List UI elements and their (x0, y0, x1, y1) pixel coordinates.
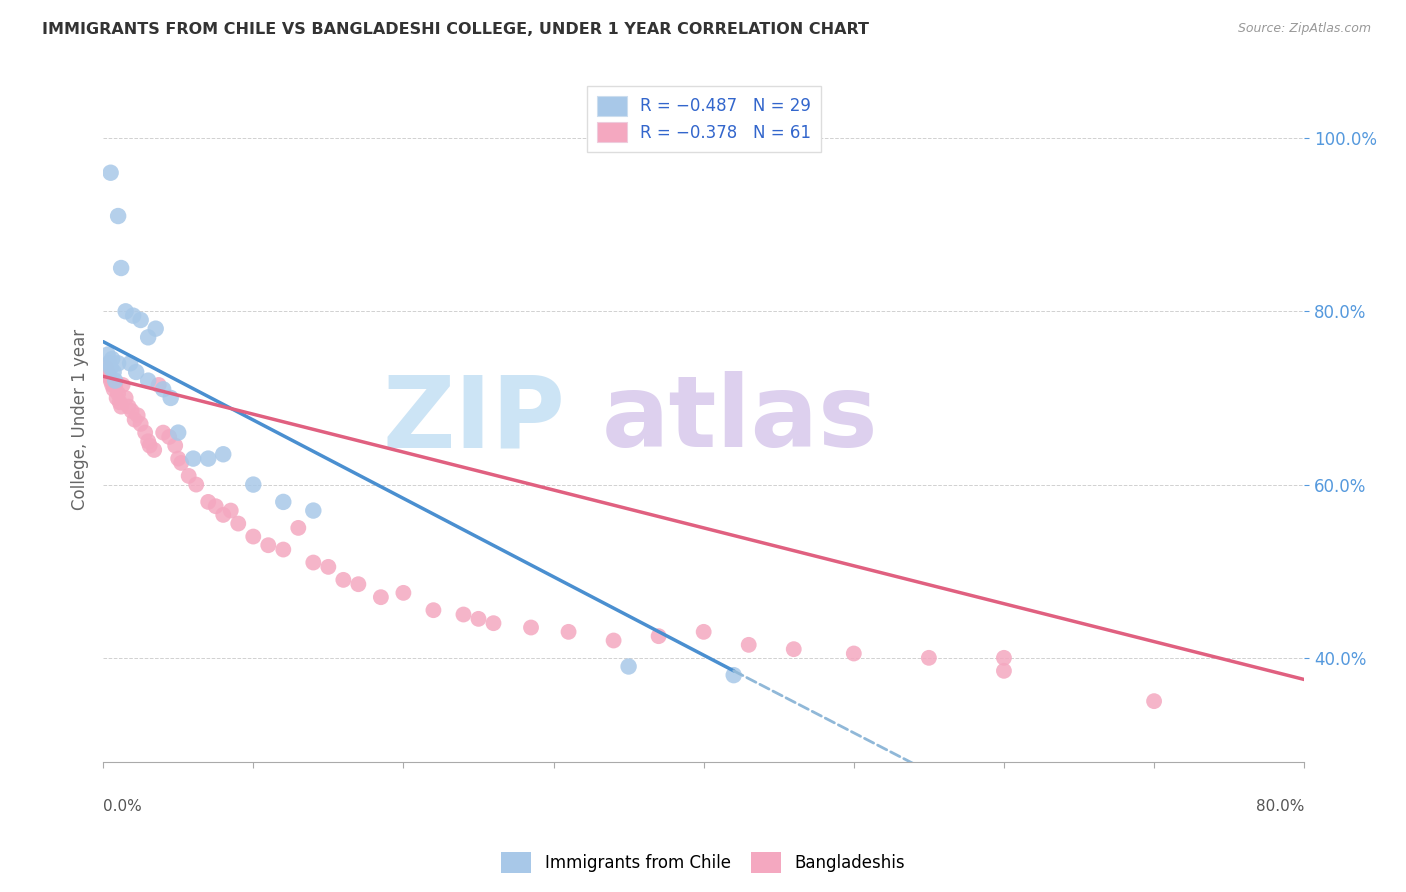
Point (97, 365, 120, 379)
Point (467, 612, 489, 626)
Point (145, 321, 167, 335)
Point (271, 495, 294, 509)
Point (124, 412, 146, 426)
Point (197, 495, 219, 509)
Point (783, 642, 806, 657)
Point (103, 382, 125, 396)
Point (98, 356, 121, 370)
Point (918, 650, 941, 665)
Point (617, 659, 640, 673)
Point (186, 477, 208, 491)
Point (129, 417, 152, 431)
Point (271, 542, 294, 557)
Text: IMMIGRANTS FROM CHILE VS BANGLADESHI COLLEGE, UNDER 1 YEAR CORRELATION CHART: IMMIGRANTS FROM CHILE VS BANGLADESHI COL… (42, 22, 869, 37)
Point (302, 556, 325, 570)
Point (422, 603, 444, 617)
Text: Source: ZipAtlas.com: Source: ZipAtlas.com (1237, 22, 1371, 36)
Point (170, 456, 193, 470)
Point (104, 374, 127, 388)
Point (842, 647, 865, 661)
Point (111, 378, 134, 392)
Point (181, 451, 204, 466)
Text: 0.0%: 0.0% (103, 799, 142, 814)
Point (125, 365, 148, 379)
Point (332, 573, 354, 587)
Point (482, 616, 505, 631)
Point (242, 477, 264, 491)
Point (136, 374, 159, 388)
Point (157, 430, 180, 444)
Point (219, 503, 242, 517)
Point (370, 591, 392, 605)
Point (97, 348, 120, 362)
Point (100, 374, 122, 388)
Point (136, 434, 159, 449)
Point (167, 425, 190, 440)
Point (647, 629, 669, 643)
Y-axis label: College, Under 1 year: College, Under 1 year (72, 329, 89, 510)
Point (557, 624, 579, 639)
Point (738, 638, 761, 652)
Point (120, 356, 142, 370)
Point (226, 516, 249, 531)
Point (167, 451, 190, 466)
Point (114, 391, 136, 405)
Legend: R = −0.487   N = 29, R = −0.378   N = 61: R = −0.487 N = 29, R = −0.378 N = 61 (586, 86, 821, 153)
Point (105, 391, 128, 405)
Point (302, 503, 325, 517)
Point (138, 439, 160, 453)
Point (520, 620, 543, 634)
Point (98, 369, 121, 384)
Point (602, 633, 624, 648)
Point (110, 260, 132, 275)
Point (118, 400, 141, 414)
Point (114, 304, 136, 318)
Point (129, 313, 152, 327)
Point (1143, 694, 1166, 708)
Point (692, 624, 714, 639)
Point (204, 500, 226, 514)
Point (318, 560, 340, 574)
Point (136, 330, 159, 344)
Point (287, 521, 309, 535)
Point (108, 395, 131, 409)
Point (103, 365, 125, 379)
Point (212, 508, 235, 522)
Point (347, 577, 370, 591)
Point (110, 400, 132, 414)
Point (159, 391, 181, 405)
Point (152, 382, 174, 396)
Text: ZIP: ZIP (382, 371, 565, 468)
Text: 80.0%: 80.0% (1256, 799, 1305, 814)
Point (148, 378, 170, 392)
Point (107, 386, 129, 401)
Point (121, 404, 143, 418)
Legend: Immigrants from Chile, Bangladeshis: Immigrants from Chile, Bangladeshis (495, 846, 911, 880)
Point (993, 664, 1015, 678)
Point (212, 447, 235, 461)
Point (143, 442, 166, 457)
Point (100, 360, 122, 375)
Point (165, 439, 187, 453)
Point (993, 650, 1015, 665)
Point (107, 356, 129, 370)
Point (242, 530, 264, 544)
Point (101, 378, 124, 392)
Point (134, 425, 156, 440)
Point (453, 607, 475, 622)
Point (392, 586, 415, 600)
Point (101, 351, 124, 366)
Point (152, 425, 174, 440)
Point (197, 451, 219, 466)
Point (177, 469, 200, 483)
Point (127, 409, 149, 423)
Point (107, 209, 129, 223)
Point (723, 668, 745, 682)
Point (100, 166, 122, 180)
Point (257, 538, 280, 552)
Text: atlas: atlas (602, 371, 879, 468)
Point (104, 378, 127, 392)
Point (122, 309, 145, 323)
Point (94, 360, 117, 375)
